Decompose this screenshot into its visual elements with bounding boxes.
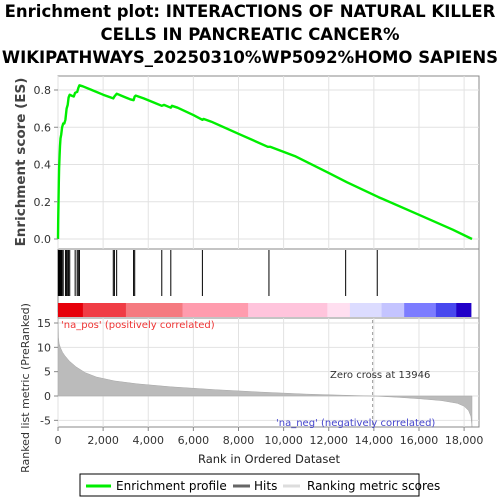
metric-ytick-label: -5 <box>40 414 51 427</box>
metric-area <box>57 312 473 427</box>
rank-xtick-label: 14,000 <box>355 434 394 447</box>
legend-label-ranking-metric: Ranking metric scores <box>307 479 440 493</box>
color-bar-segment <box>82 303 127 317</box>
zero-cross-label: Zero cross at 13946 <box>330 370 430 381</box>
title-line-2: CELLS IN PANCREATIC CANCER% <box>100 25 400 44</box>
legend-label-enrichment-profile: Enrichment profile <box>116 479 227 493</box>
es-ytick-label: 0.8 <box>34 84 52 97</box>
enrichment-panel-frame <box>57 75 480 250</box>
color-bar-segment <box>327 303 351 317</box>
legend-label-hits: Hits <box>254 479 277 493</box>
legend: Enrichment profile Hits Ranking metric s… <box>79 473 440 497</box>
pos-correlated-label: 'na_pos' (positively correlated) <box>61 320 215 331</box>
color-bar-segment <box>58 303 84 317</box>
rank-xtick-label: 6,000 <box>178 434 210 447</box>
es-ytick-label: 0.6 <box>34 121 52 134</box>
rank-axis-label: Rank in Ordered Dataset <box>198 452 341 466</box>
es-ytick-label: 0.2 <box>34 196 52 209</box>
color-bar-segment <box>456 303 472 317</box>
rank-xtick-label: 18,000 <box>445 434 484 447</box>
hit-marks <box>57 250 378 296</box>
rank-xtick-label: 12,000 <box>309 434 348 447</box>
metric-ytick-label: 10 <box>37 341 51 354</box>
chart-title: Enrichment plot: INTERACTIONS OF NATURAL… <box>0 0 500 69</box>
metric-ytick-label: 15 <box>37 317 51 330</box>
title-line-3: WIKIPATHWAYS_20250310%WP5092%HOMO SAPIEN… <box>1 48 499 67</box>
color-bar-segment <box>381 303 405 317</box>
color-bar-segment <box>404 303 437 317</box>
color-bar-segment <box>349 303 382 317</box>
metric-ytick-label: 5 <box>44 366 51 379</box>
title-line-1: Enrichment plot: INTERACTIONS OF NATURAL… <box>4 2 496 21</box>
neg-correlated-label: 'na_neg' (negatively correlated) <box>276 418 435 429</box>
rank-xtick-label: 0 <box>55 434 62 447</box>
es-grid <box>57 76 479 249</box>
enrichment-profile-line <box>56 84 473 241</box>
axes-ticks: 0.0 0.2 0.4 0.6 0.8 -5 0 5 10 15 0 2,000 4,000 6,000 8… <box>34 84 484 447</box>
es-axis-label: Enrichment score (ES) <box>13 78 29 247</box>
rank-xtick-label: 8,000 <box>223 434 255 447</box>
rank-xtick-label: 4,000 <box>132 434 164 447</box>
color-bar-segment <box>182 303 249 317</box>
color-bar-segment <box>248 303 328 317</box>
es-ytick-label: 0.4 <box>34 159 52 172</box>
es-ytick-label: 0.0 <box>34 233 52 246</box>
ranking-metric-area <box>57 312 473 427</box>
rank-xtick-label: 16,000 <box>400 434 439 447</box>
enrichment-profile-series <box>56 84 473 241</box>
metric-axis-label: Ranked list metric (PreRanked) <box>19 303 32 473</box>
rank-xtick-label: 10,000 <box>264 434 303 447</box>
color-bar-segment <box>125 303 183 317</box>
ranking-color-bar <box>58 303 472 317</box>
metric-ytick-label: 0 <box>44 390 51 403</box>
color-bar-segment <box>435 303 457 317</box>
rank-xtick-label: 2,000 <box>87 434 119 447</box>
